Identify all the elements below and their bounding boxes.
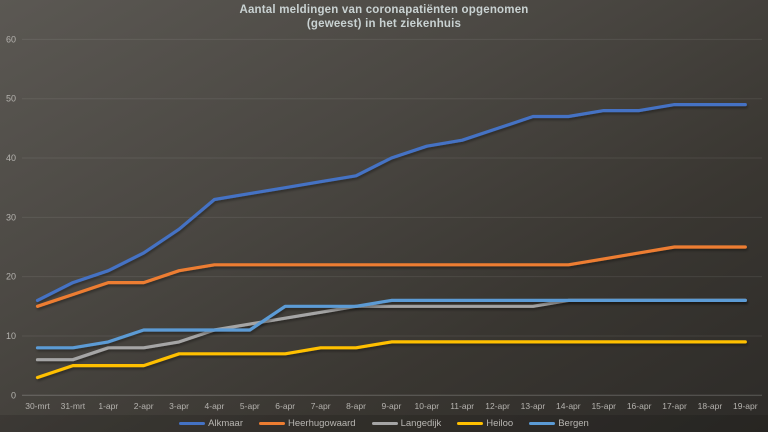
- y-tick-label: 30: [6, 212, 16, 222]
- y-tick-label: 10: [6, 331, 16, 341]
- y-tick-label: 0: [11, 390, 16, 400]
- x-tick-label: 9-apr: [381, 401, 401, 411]
- legend-item-bergen: Bergen: [529, 418, 589, 429]
- y-tick-label: 50: [6, 94, 16, 104]
- x-tick-label: 1-apr: [98, 401, 118, 411]
- gridlines: [22, 38, 762, 396]
- legend-item-langedijk: Langedijk: [371, 418, 442, 429]
- x-tick-label: 5-apr: [240, 401, 260, 411]
- x-tick-label: 3-apr: [169, 401, 189, 411]
- x-tick-label: 12-apr: [485, 401, 510, 411]
- series-line-heerhugowaard: [35, 245, 747, 308]
- x-tick-label: 13-apr: [521, 401, 546, 411]
- chart-title-line2: (geweest) in het ziekenhuis: [306, 18, 462, 30]
- x-tick-label: 8-apr: [346, 401, 366, 411]
- axis-labels: 0 10 20 30 40 50 60 30-mrt 31-mrt 1-apr 2-apr 3-apr…: [6, 34, 758, 411]
- legend-swatch-alkmaar: [179, 422, 206, 425]
- legend-item-heerhugowaard: Heerhugowaard: [258, 418, 356, 429]
- x-tick-label: 7-apr: [311, 401, 331, 411]
- y-tick-label: 20: [6, 272, 16, 282]
- x-tick-label: 14-apr: [556, 401, 581, 411]
- x-tick-label: 2-apr: [134, 401, 154, 411]
- series-lines: [35, 102, 747, 380]
- chart-legend: Alkmaar Heerhugowaard Langedijk Heiloo Berge…: [0, 415, 768, 432]
- x-tick-label: 19-apr: [733, 401, 758, 411]
- x-tick-label: 4-apr: [205, 401, 225, 411]
- series-line-bergen: [35, 298, 747, 350]
- legend-label: Heerhugowaard: [287, 418, 356, 429]
- x-tick-label: 11-apr: [450, 401, 474, 411]
- legend-swatch-bergen: [529, 422, 556, 425]
- x-tick-label: 17-apr: [662, 401, 687, 411]
- y-tick-label: 40: [6, 153, 16, 163]
- x-tick-label: 18-apr: [698, 401, 723, 411]
- chart-title: Aantal meldingen van coronapatiënten opg…: [0, 3, 768, 31]
- series-line-alkmaar: [35, 102, 747, 302]
- legend-swatch-heiloo: [457, 422, 484, 425]
- x-tick-label: 16-apr: [627, 401, 652, 411]
- legend-label: Bergen: [558, 418, 589, 429]
- legend-item-alkmaar: Alkmaar: [179, 418, 243, 429]
- x-tick-label: 10-apr: [415, 401, 440, 411]
- x-tick-label: 6-apr: [275, 401, 295, 411]
- legend-label: Alkmaar: [208, 418, 243, 429]
- x-tick-label: 15-apr: [591, 401, 616, 411]
- legend-label: Langedijk: [400, 418, 442, 429]
- legend-item-heiloo: Heiloo: [457, 418, 513, 429]
- legend-swatch-langedijk: [371, 422, 398, 425]
- x-tick-label: 31-mrt: [61, 401, 86, 411]
- x-tick-label: 30-mrt: [25, 401, 50, 411]
- legend-label: Heiloo: [486, 418, 514, 429]
- chart-title-line1: Aantal meldingen van coronapatiënten opg…: [239, 4, 529, 16]
- series-line-heiloo: [35, 340, 747, 380]
- y-tick-label: 60: [6, 34, 16, 44]
- legend-swatch-heerhugowaard: [258, 422, 285, 425]
